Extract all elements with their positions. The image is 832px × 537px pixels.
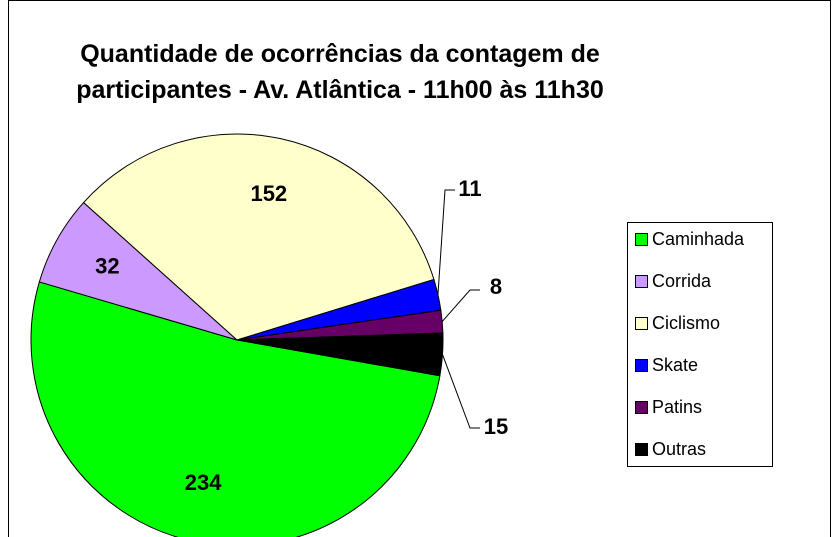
legend-swatch	[635, 359, 648, 372]
data-label: 15	[484, 414, 508, 439]
data-label: 234	[185, 470, 222, 495]
pie-slice	[236, 332, 444, 377]
data-label: 152	[250, 181, 287, 206]
chart-title: Quantidade de ocorrências da contagem de…	[76, 40, 604, 104]
data-label: 11	[458, 176, 481, 201]
legend-label: Corrida	[652, 271, 712, 291]
pie-slice	[30, 281, 441, 537]
data-label: 8	[490, 274, 502, 299]
data-label: 32	[95, 254, 119, 279]
legend-label: Patins	[652, 397, 702, 417]
legend-swatch	[635, 443, 648, 456]
legend-swatch	[635, 317, 648, 330]
legend-box	[627, 222, 773, 467]
pie-slice	[82, 133, 435, 341]
legend-label: Outras	[652, 439, 706, 459]
leader-line	[442, 354, 480, 429]
legend-swatch	[635, 233, 648, 246]
legend-label: Caminhada	[652, 229, 745, 249]
leader-line	[441, 289, 480, 322]
legend-label: Skate	[652, 355, 698, 375]
legend-swatch	[635, 275, 648, 288]
legend-label: Ciclismo	[652, 313, 720, 333]
legend-swatch	[635, 401, 648, 414]
leader-line	[437, 189, 455, 295]
